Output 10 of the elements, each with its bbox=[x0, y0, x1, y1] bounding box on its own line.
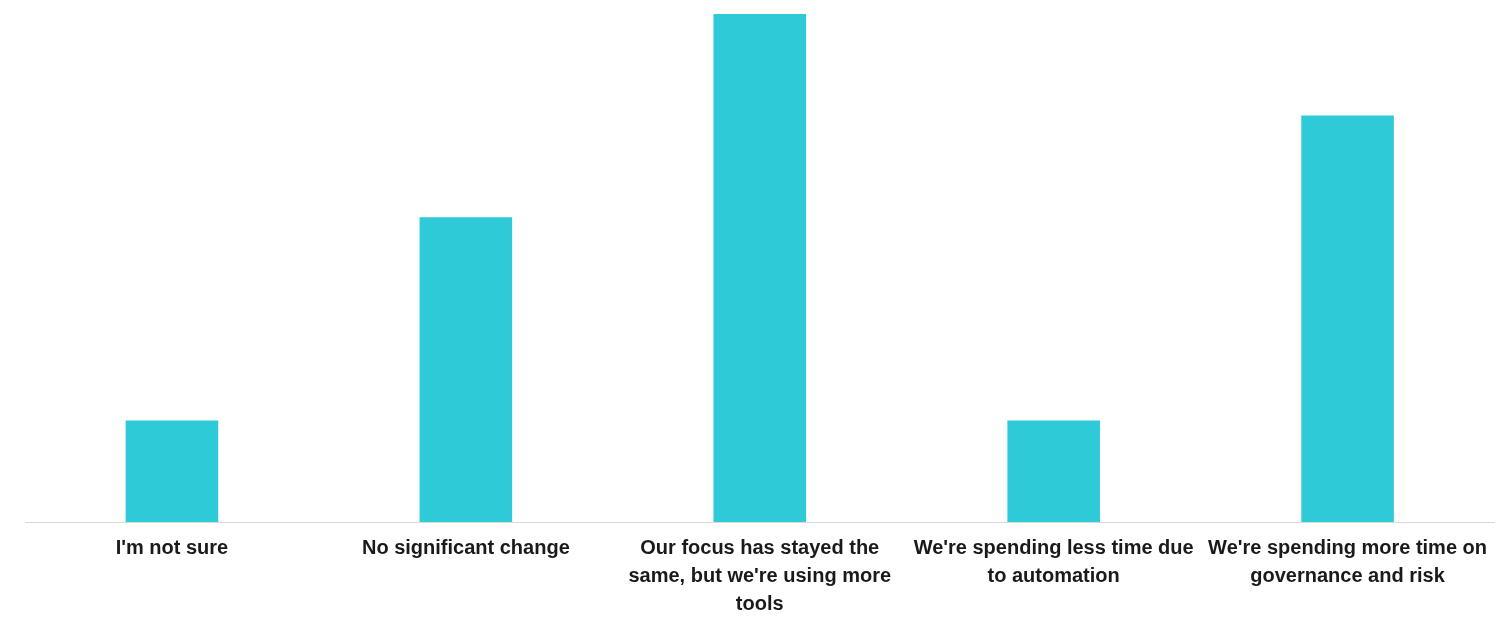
x-tick-label: We're spending less time due to automation bbox=[913, 535, 1194, 586]
x-tick-label: We're spending more time on governance and risk bbox=[1208, 535, 1488, 586]
bar bbox=[419, 217, 513, 522]
x-tick-label: No significant change bbox=[361, 535, 570, 558]
bar bbox=[125, 420, 219, 522]
x-tick-label: Our focus has stayed the same, but we're using more tools bbox=[628, 535, 892, 614]
bar bbox=[713, 14, 807, 522]
x-tick-label: I'm not sure bbox=[115, 535, 229, 558]
bar bbox=[1301, 115, 1394, 522]
bar bbox=[1007, 420, 1100, 522]
